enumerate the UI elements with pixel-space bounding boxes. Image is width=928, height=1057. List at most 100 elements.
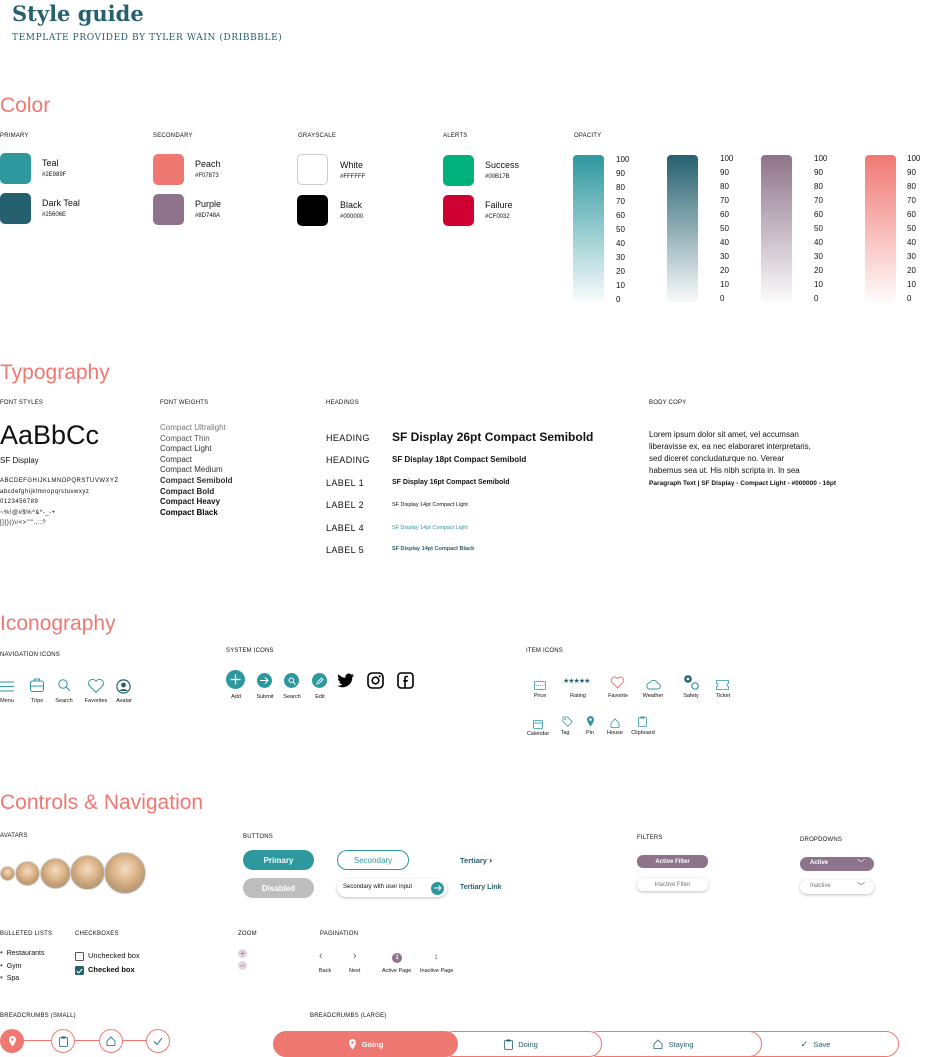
opacity-tick: 0: [907, 294, 912, 303]
opacity-tick: 30: [720, 252, 729, 261]
heading-row-desc: SF Display 16pt Compact Semibold: [392, 479, 510, 486]
tertiary-button[interactable]: Tertiary ›: [460, 855, 492, 865]
trips-icon[interactable]: [29, 677, 45, 693]
secondary-input-button[interactable]: Secondary with user input: [337, 879, 447, 897]
inactive-page-label: Inactive Page: [420, 968, 454, 974]
headings-label: HEADINGS: [326, 400, 359, 406]
chevron-right-icon[interactable]: ›: [353, 950, 357, 962]
active-page[interactable]: 1: [392, 953, 402, 963]
opacity-tick: 50: [616, 225, 625, 234]
add-icon[interactable]: [226, 670, 245, 689]
font-styles-label: FONT STYLES: [0, 400, 44, 406]
breadcrumbs-small-label: BREADCRUMBS (SMALL): [0, 1013, 76, 1019]
tertiary-link[interactable]: Tertiary Link: [460, 884, 502, 891]
swatch-hex: #F07873: [195, 173, 219, 179]
instagram-icon[interactable]: [367, 672, 384, 689]
opacity-tick: 20: [907, 266, 916, 275]
list-item: • Spa: [0, 972, 44, 985]
primary-button[interactable]: Primary: [243, 850, 314, 870]
item-icon-label: Safety: [683, 693, 699, 699]
zoom-label: ZOOM: [238, 931, 257, 937]
zoom-out-icon[interactable]: –: [238, 961, 247, 970]
system-icon-label: Edit: [315, 694, 325, 700]
swatch-name: Success: [485, 160, 520, 170]
item-icon-label: Pin: [586, 730, 594, 736]
opacity-bar-purple: [761, 155, 792, 302]
avatar[interactable]: [104, 852, 146, 894]
price-icon: [534, 677, 546, 690]
body-copy-label: BODY COPY: [649, 400, 687, 406]
swatch-name: Dark Teal: [42, 198, 80, 208]
nav-icon-label: Menu: [0, 698, 14, 704]
search-icon[interactable]: [284, 673, 299, 688]
checkbox-label: Unchecked box: [88, 951, 140, 960]
breadcrumb-line: [20, 1040, 150, 1041]
opacity-tick: 50: [720, 224, 729, 233]
heading-row-label: LABEL 1: [326, 478, 364, 488]
twitter-icon[interactable]: [337, 673, 355, 688]
breadcrumb-label: Save: [813, 1039, 831, 1049]
inactive-filter-chip[interactable]: Inactive Filter: [637, 878, 708, 891]
breadcrumb-step-check[interactable]: [146, 1029, 170, 1053]
heading-row-desc: SF Display 18pt Compact Semibold: [392, 455, 527, 464]
heading-row-desc: SF Display 14pt Compact Light: [392, 502, 468, 508]
facebook-icon[interactable]: [397, 672, 414, 689]
dropdown-inactive[interactable]: Inactive ﹀: [800, 880, 874, 894]
opacity-scale: 100 90 80 70 60 50 40 30 20 10 0: [720, 152, 733, 306]
breadcrumb-label: Doing: [518, 1039, 538, 1049]
checked-checkbox[interactable]: [75, 966, 84, 975]
item-icon-label: Favorite: [608, 693, 628, 699]
active-filter-chip[interactable]: Active Filter: [637, 855, 708, 868]
check-icon: ✓: [800, 1038, 809, 1049]
opacity-tick: 60: [907, 210, 916, 219]
house-icon: [654, 1039, 663, 1049]
opacity-tick: 50: [814, 224, 823, 233]
breadcrumb-step-house[interactable]: [99, 1029, 123, 1053]
bullet-icon: •: [0, 973, 3, 982]
swatch-purple: [153, 194, 184, 225]
secondary-button[interactable]: Secondary: [337, 850, 409, 870]
avatar[interactable]: [15, 861, 40, 886]
breadcrumb-step-pin[interactable]: [0, 1029, 24, 1053]
pagination-label: PAGINATION: [320, 931, 359, 937]
breadcrumb-step-clipboard[interactable]: [51, 1029, 75, 1053]
opacity-tick: 80: [616, 183, 625, 192]
menu-icon[interactable]: [0, 679, 15, 693]
opacity-tick: 100: [720, 154, 734, 163]
search-icon[interactable]: [57, 678, 71, 692]
body-line: Lorem ipsum dolor sit amet, vel accumsan: [649, 430, 799, 439]
dropdown-active[interactable]: Active ﹀: [800, 857, 874, 871]
opacity-tick: 80: [720, 182, 729, 191]
submit-icon[interactable]: [257, 673, 272, 688]
avatar[interactable]: [0, 866, 15, 881]
unchecked-checkbox[interactable]: [75, 952, 84, 961]
opacity-tick: 80: [814, 182, 823, 191]
heart-icon[interactable]: [87, 678, 105, 694]
chevron-left-icon[interactable]: ‹: [319, 950, 323, 962]
font-weights-label: FONT WEIGHTS: [160, 400, 209, 406]
rating-icon: ★★★★★: [563, 678, 590, 685]
opacity-tick: 100: [814, 154, 828, 163]
page-title: Style guide: [12, 1, 144, 26]
bullet-icon: •: [0, 948, 3, 957]
avatar[interactable]: [40, 858, 71, 889]
opacity-tick: 40: [814, 238, 823, 247]
font-name: SF Display: [0, 456, 39, 465]
zoom-in-icon[interactable]: +: [238, 949, 247, 958]
avatar-icon[interactable]: [116, 679, 131, 694]
weight-item: Compact Medium: [160, 465, 223, 475]
item-icon-label: Rating: [570, 693, 586, 699]
breadcrumb-staying[interactable]: Staying: [585, 1031, 762, 1057]
avatar[interactable]: [70, 855, 105, 890]
opacity-tick: 30: [907, 252, 916, 261]
system-icon-label: Search: [283, 694, 301, 700]
opacity-tick: 50: [907, 224, 916, 233]
inactive-page[interactable]: 1: [434, 955, 438, 961]
breadcrumb-doing[interactable]: Doing: [440, 1031, 602, 1057]
tertiary-label: Tertiary: [460, 856, 487, 865]
weight-item: Compact Semibold: [160, 475, 233, 485]
swatch-peach: [153, 154, 184, 185]
heading-row-label: LABEL 5: [326, 545, 364, 555]
breadcrumb-going[interactable]: Going: [273, 1031, 458, 1057]
edit-icon[interactable]: [312, 673, 327, 688]
